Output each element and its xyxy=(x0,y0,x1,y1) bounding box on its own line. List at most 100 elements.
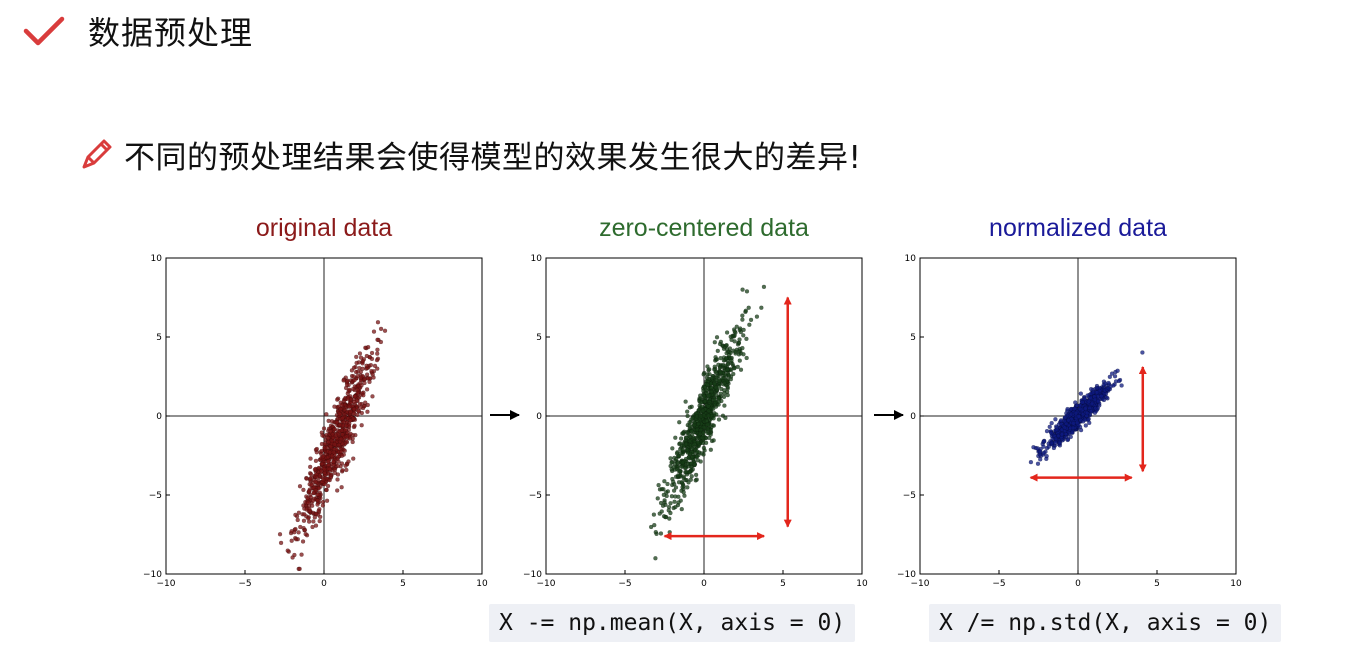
data-point xyxy=(308,476,313,481)
data-point xyxy=(1028,459,1034,465)
data-point xyxy=(663,502,668,508)
data-point xyxy=(1069,430,1075,435)
y-tick-label: 5 xyxy=(910,333,916,343)
data-point xyxy=(327,466,332,472)
data-point xyxy=(331,459,336,464)
data-point xyxy=(307,488,312,494)
data-point xyxy=(308,471,314,477)
data-point xyxy=(351,365,357,370)
data-point xyxy=(310,524,315,530)
data-point xyxy=(308,495,314,500)
data-point xyxy=(351,374,356,379)
data-point xyxy=(335,463,340,469)
data-point xyxy=(359,410,365,416)
data-point xyxy=(698,427,703,433)
data-point xyxy=(677,441,683,446)
data-point xyxy=(734,324,739,329)
page-title: 数据预处理 xyxy=(88,14,254,52)
data-point xyxy=(733,349,738,355)
data-point xyxy=(658,500,664,506)
scatter-points xyxy=(648,284,767,561)
data-point xyxy=(1082,417,1088,422)
x-tick-label: 5 xyxy=(780,579,786,589)
data-point xyxy=(706,413,711,418)
data-point xyxy=(705,422,710,427)
data-point xyxy=(362,380,367,386)
data-point xyxy=(1104,395,1109,400)
data-point xyxy=(368,362,374,368)
data-point xyxy=(361,393,366,398)
data-point xyxy=(309,482,314,487)
data-point xyxy=(351,406,357,412)
data-point xyxy=(725,392,730,398)
data-point xyxy=(339,449,344,454)
data-point xyxy=(357,402,363,407)
data-point xyxy=(747,322,752,327)
data-point xyxy=(314,511,319,517)
data-point xyxy=(663,514,668,520)
y-tick-label: −10 xyxy=(523,570,542,580)
data-point xyxy=(723,356,729,361)
data-point xyxy=(670,479,676,484)
data-point xyxy=(676,500,681,505)
data-point xyxy=(754,314,760,319)
pencil-icon xyxy=(82,139,112,168)
data-point xyxy=(375,320,381,325)
data-point xyxy=(681,430,686,435)
data-point xyxy=(315,502,320,507)
data-point xyxy=(1047,424,1052,430)
data-point xyxy=(308,456,313,461)
data-point xyxy=(743,308,749,313)
data-point xyxy=(1107,374,1113,380)
data-point xyxy=(324,412,329,417)
data-point xyxy=(337,422,343,428)
data-point xyxy=(1051,445,1057,451)
data-point xyxy=(692,422,697,428)
data-point xyxy=(726,373,732,378)
data-point xyxy=(344,434,349,439)
data-point xyxy=(358,355,364,360)
data-point xyxy=(1062,425,1067,430)
data-point xyxy=(651,512,657,517)
data-point xyxy=(761,284,767,290)
data-point xyxy=(677,419,682,425)
data-point xyxy=(738,329,744,335)
data-point xyxy=(313,458,319,464)
data-point xyxy=(690,454,695,460)
data-point xyxy=(683,399,688,404)
data-point xyxy=(664,490,669,495)
data-point xyxy=(1115,368,1120,373)
x-tick-label: 0 xyxy=(701,579,707,589)
subheading: 不同的预处理结果会使得模型的效果发生很大的差异! xyxy=(76,132,861,177)
data-point xyxy=(321,426,327,431)
data-point xyxy=(748,317,754,323)
data-point xyxy=(1083,406,1088,411)
data-point xyxy=(348,431,353,437)
data-point xyxy=(1119,383,1124,388)
data-point xyxy=(302,527,308,533)
data-point xyxy=(332,467,338,472)
chart-title: zero-centered data xyxy=(599,214,809,242)
data-point xyxy=(698,414,704,419)
data-point xyxy=(333,433,339,438)
data-point xyxy=(709,389,714,395)
data-point xyxy=(689,464,694,470)
data-point xyxy=(701,394,707,399)
data-point xyxy=(297,566,302,572)
data-point xyxy=(332,442,337,447)
data-point xyxy=(714,335,720,340)
data-point xyxy=(357,351,363,356)
data-point xyxy=(313,523,319,528)
data-point xyxy=(1092,410,1098,416)
data-point xyxy=(716,417,722,422)
x-tick-label: −10 xyxy=(537,579,556,589)
data-point xyxy=(741,333,746,338)
data-point xyxy=(332,404,337,409)
data-point xyxy=(732,329,737,334)
data-point xyxy=(708,447,714,453)
x-tick-label: 0 xyxy=(1075,579,1081,589)
chart-1: original data −10 −5 0 5 10 10 5 0 −5 −10 xyxy=(143,214,488,589)
data-point xyxy=(712,397,717,402)
data-point xyxy=(1035,461,1041,466)
y-tick-label: 10 xyxy=(151,254,163,264)
